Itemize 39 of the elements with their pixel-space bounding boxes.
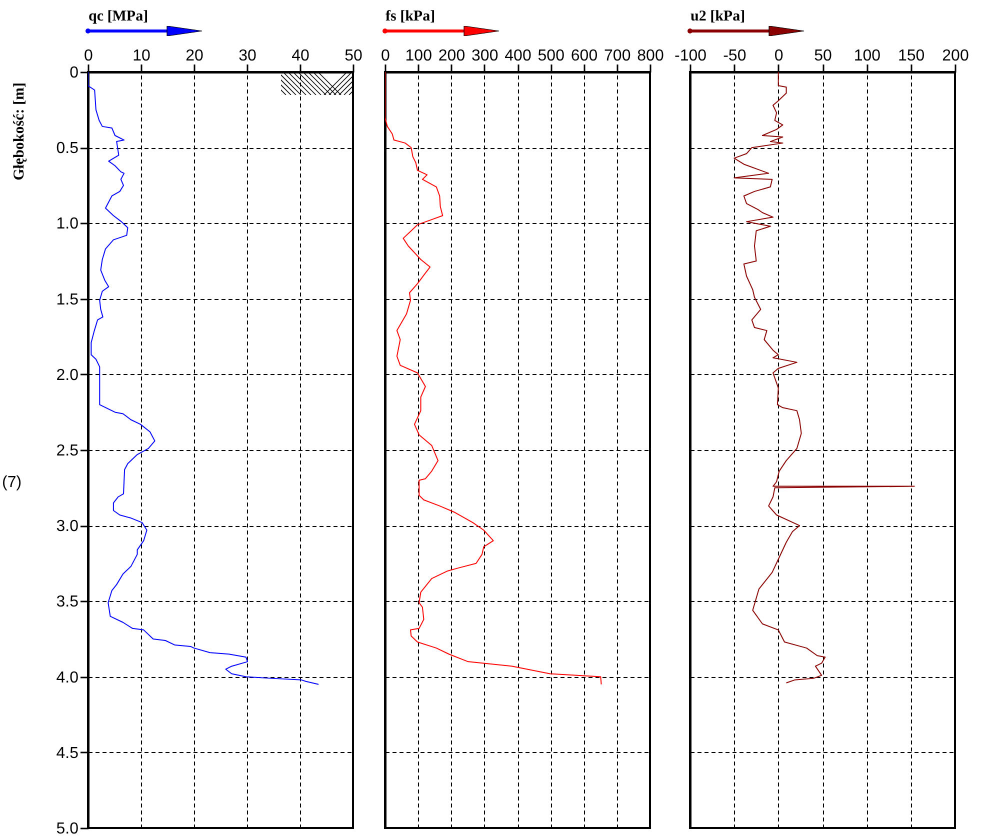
y-tick-label: 3.0	[56, 518, 79, 536]
x-tick-label: 30	[238, 48, 256, 64]
x-tick-label: 100	[854, 48, 881, 64]
x-axis-title: fs [kPa]	[386, 8, 436, 24]
y-tick-label: 3.5	[56, 594, 79, 611]
line-series	[88, 72, 320, 685]
x-tick-label: -50	[723, 48, 746, 64]
x-tick-label: 0	[774, 48, 784, 64]
y-tick-label: 0	[70, 64, 79, 82]
text: (7)	[2, 474, 22, 492]
y-tick-label: 1.5	[56, 291, 79, 308]
x-tick-label: 150	[898, 48, 925, 64]
x-tick-label: 20	[186, 48, 204, 64]
x-tick-label: 600	[570, 48, 598, 64]
x-tick-label: 400	[504, 48, 532, 64]
y-tick-label: 0.5	[56, 140, 79, 158]
y-tick-label: 1.0	[56, 216, 79, 233]
x-tick-label: 10	[132, 48, 150, 64]
x-tick-label: 700	[604, 48, 631, 64]
x-tick-label: -100	[674, 48, 707, 64]
x-tick-label: 100	[405, 48, 432, 64]
x-axis-title: u2 [kPa]	[690, 8, 746, 24]
x-tick-label: 800	[637, 48, 664, 64]
x-tick-label: 200	[942, 48, 969, 64]
x-tick-label: 50	[814, 48, 832, 64]
y-tick-label: 4.5	[56, 744, 79, 762]
x-tick-label: 200	[438, 48, 466, 64]
x-tick-label: 500	[538, 48, 565, 64]
y-tick-label: 4.0	[56, 669, 79, 686]
y-tick-label: 2.5	[56, 442, 79, 460]
x-tick-label: 0	[381, 48, 390, 64]
x-tick-label: 0	[84, 48, 94, 64]
x-axis-title: qc [MPa]	[88, 8, 148, 24]
x-tick-label: 50	[344, 48, 362, 64]
x-tick-label: 300	[472, 48, 498, 64]
y-axis-title: Głębokość: [m]	[12, 82, 28, 180]
x-tick-label: 40	[292, 48, 310, 64]
y-tick-label: 2.0	[56, 366, 79, 384]
y-tick-label: 5.0	[56, 820, 79, 838]
